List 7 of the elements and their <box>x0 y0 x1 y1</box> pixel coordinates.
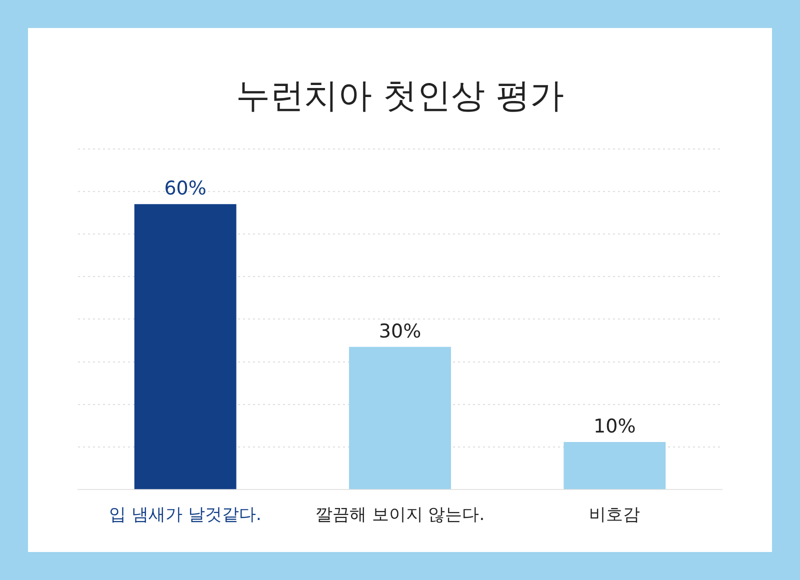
x-tick-label: 비호감 <box>589 505 640 526</box>
data-label: 10% <box>594 415 636 438</box>
x-tick-label: 입 냄새가 날것같다. <box>109 505 262 526</box>
data-label: 60% <box>164 178 206 200</box>
data-label: 30% <box>378 320 422 342</box>
x-tick-label: 깔끔해 보이지 않는다. <box>315 505 485 526</box>
chart-title: 누런치아 첫인상 평가 <box>236 76 564 116</box>
